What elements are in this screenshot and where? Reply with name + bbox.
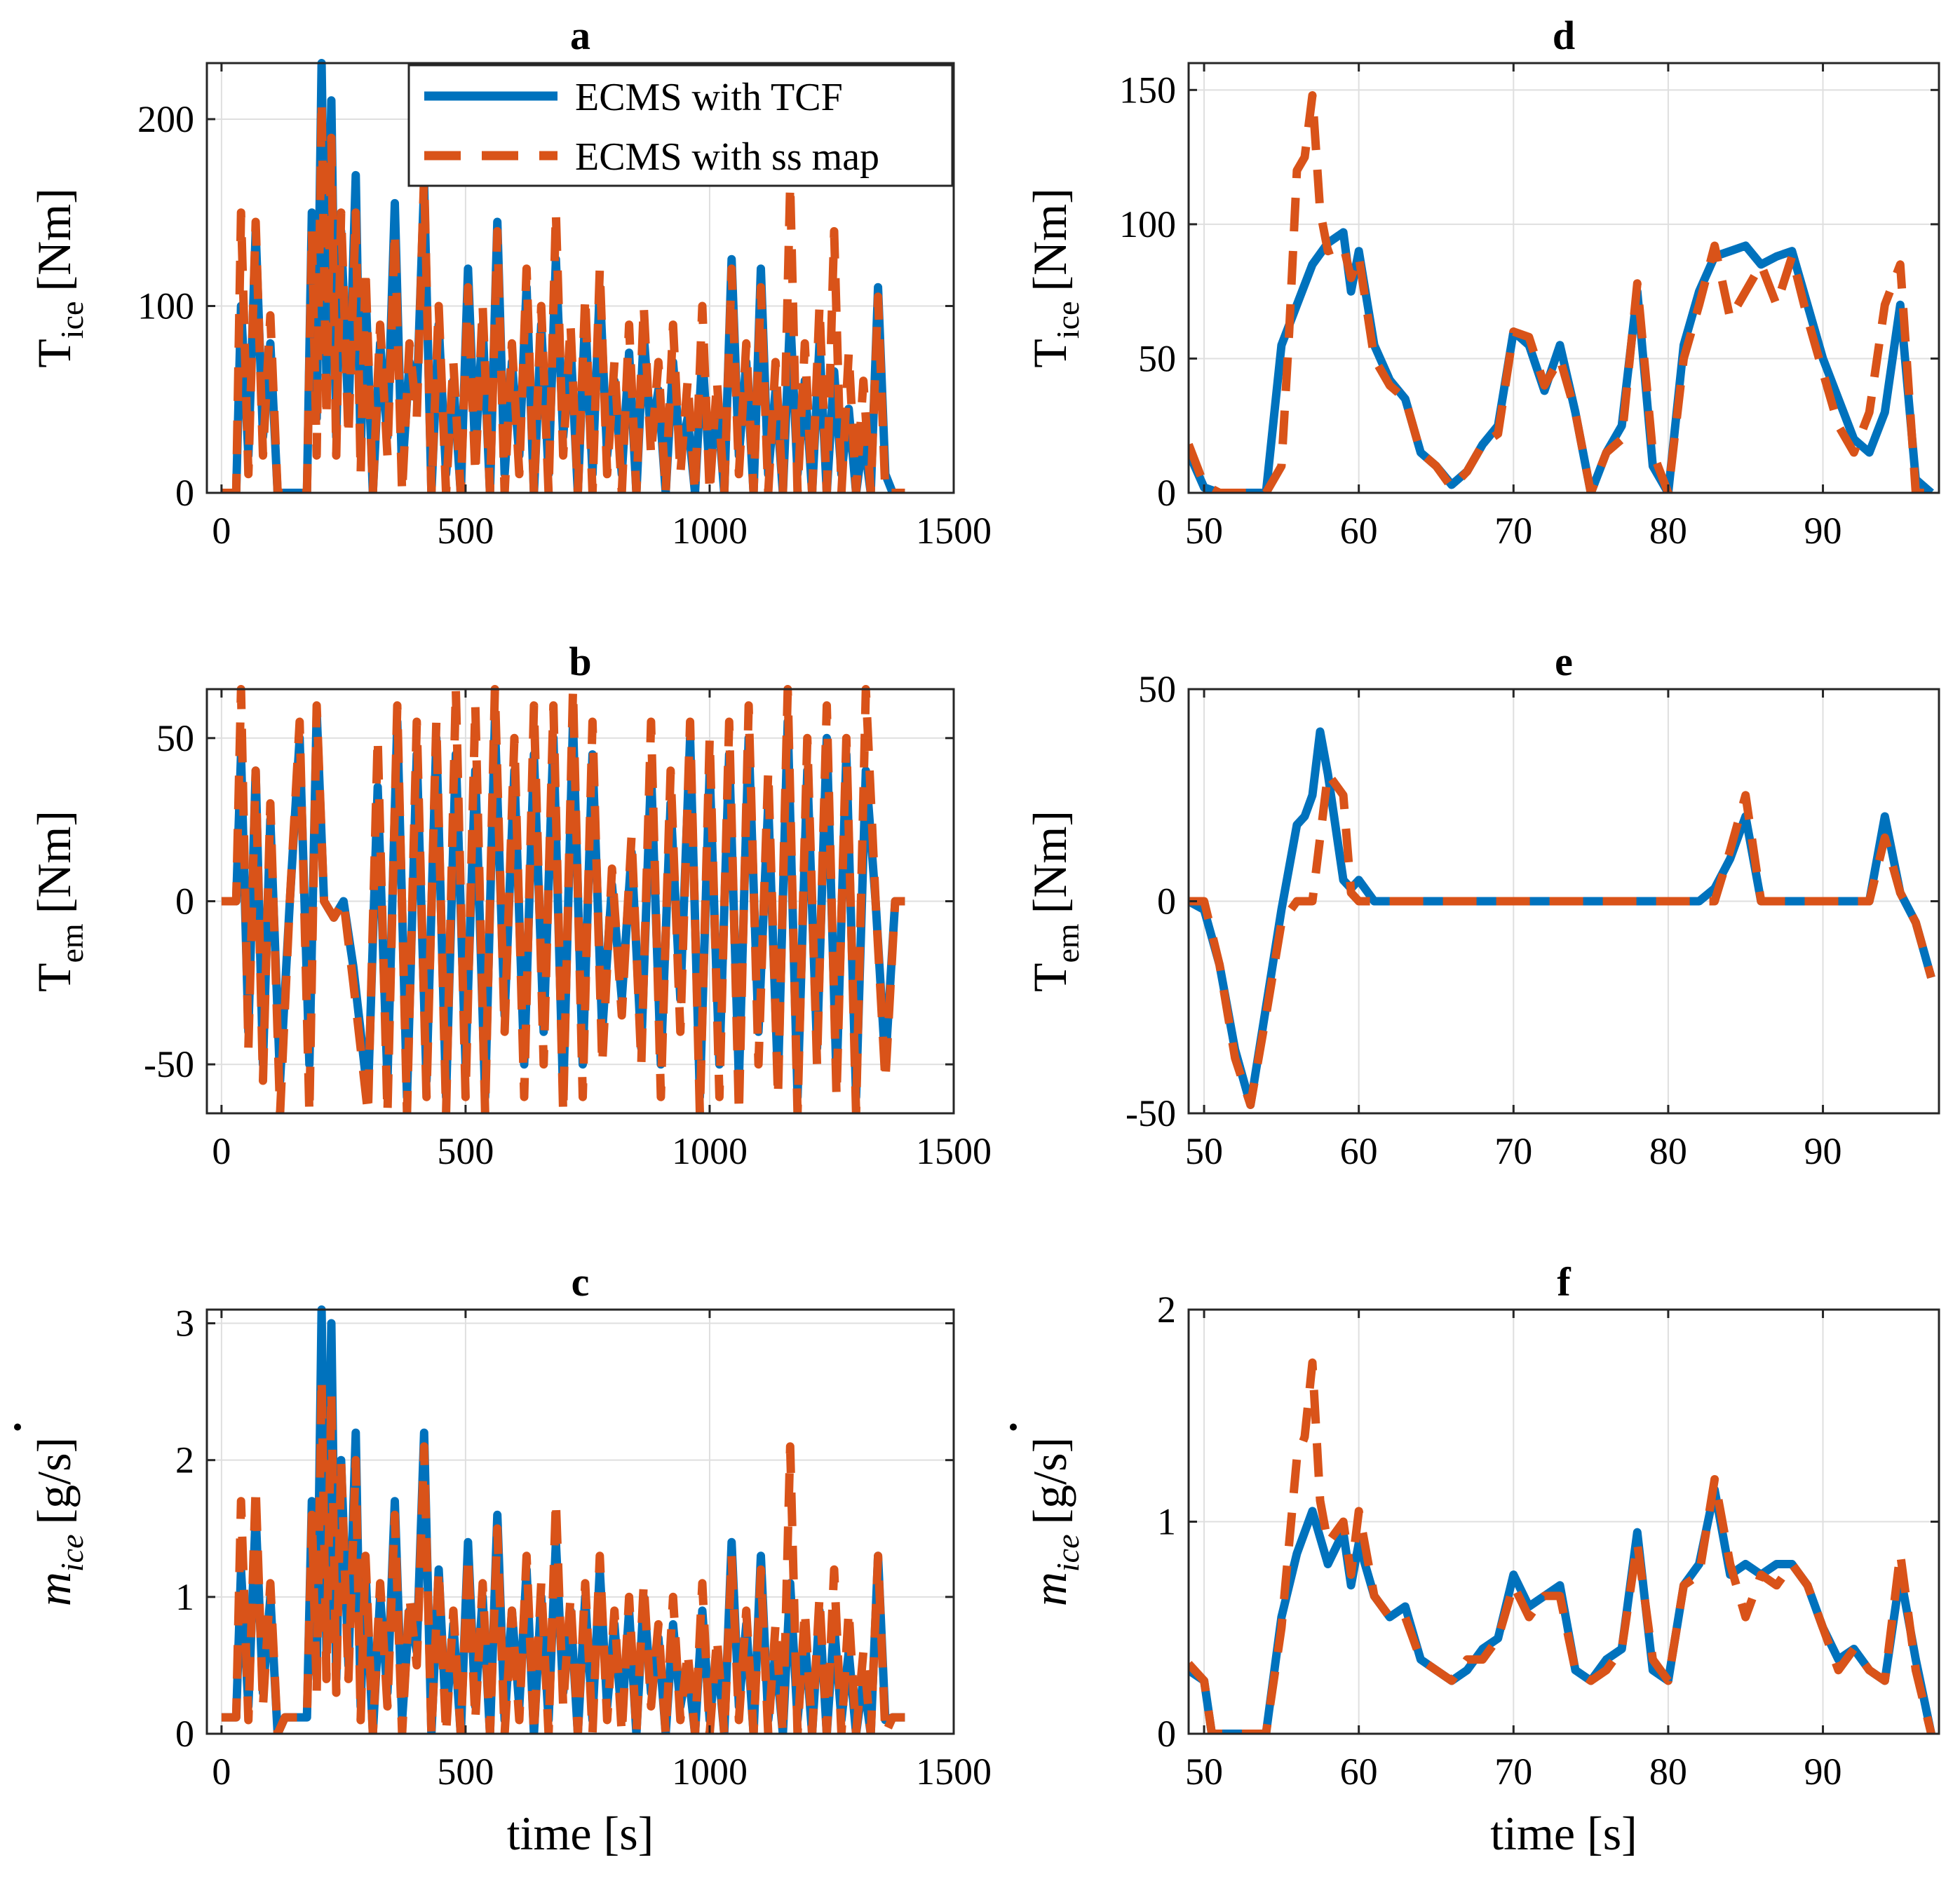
x-tick-label-1500: 1500 xyxy=(916,1751,992,1793)
x-tick-label-90: 90 xyxy=(1804,510,1842,552)
y-tick-label-1: 1 xyxy=(175,1576,194,1618)
x-tick-label-80: 80 xyxy=(1649,1130,1687,1172)
x-tick-label-60: 60 xyxy=(1340,1130,1378,1172)
panel-f: 50 60 70 80 90 0 1 2 f mice[g/s] time [s] xyxy=(1010,1259,1940,1860)
series-line-ss-map-a xyxy=(221,96,905,493)
y-axis-label-f: mice[g/s] xyxy=(1023,1437,1086,1606)
legend-ss-label: ECMS with ss map xyxy=(575,135,879,179)
x-tick-label-0: 0 xyxy=(212,1130,231,1172)
y-axis-label-b: Tem[Nm] xyxy=(27,810,90,992)
x-tick-label-1000: 1000 xyxy=(672,510,748,552)
series-line-ss-map-c xyxy=(221,1373,905,1734)
x-tick-label-70: 70 xyxy=(1494,510,1532,552)
y-tick-label-100: 100 xyxy=(1119,203,1176,245)
y-axis-label-e: Tem[Nm] xyxy=(1023,810,1086,992)
x-tick-label-500: 500 xyxy=(437,510,494,552)
x-tick-label-500: 500 xyxy=(437,1130,494,1172)
y-tick-label--50: -50 xyxy=(1126,1092,1176,1134)
axes-box-c xyxy=(205,1308,955,1735)
y-tick-label-200: 200 xyxy=(137,98,194,140)
panel-c: 0 500 1000 1500 0 1 2 3 c mice[g/s] time [s] xyxy=(14,1259,992,1860)
x-tick-label-1500: 1500 xyxy=(916,1130,992,1172)
series-line-ss-map-b xyxy=(221,685,905,1113)
x-tick-label-1000: 1000 xyxy=(672,1751,748,1793)
x-tick-label-50: 50 xyxy=(1185,1751,1223,1793)
y-tick-label-50: 50 xyxy=(1138,337,1176,379)
y-axis-label-d: Tice[Nm] xyxy=(1023,188,1086,367)
x-tick-label-60: 60 xyxy=(1340,1751,1378,1793)
series-line-ss-map-e xyxy=(1189,770,1935,1109)
panel-title-a: a xyxy=(570,13,590,58)
axes-box-a xyxy=(205,62,955,494)
y-tick-label--50: -50 xyxy=(144,1043,194,1085)
x-tick-label-70: 70 xyxy=(1494,1751,1532,1793)
x-tick-label-70: 70 xyxy=(1494,1130,1532,1172)
series-line-ss-map-d xyxy=(1189,91,1931,493)
y-tick-label-0: 0 xyxy=(1157,881,1176,923)
y-axis-label-a: Tice[Nm] xyxy=(27,188,90,367)
y-tick-label-50: 50 xyxy=(1138,668,1176,710)
panel-title-b: b xyxy=(569,639,591,684)
x-tick-label-80: 80 xyxy=(1649,1751,1687,1793)
y-tick-label-0: 0 xyxy=(175,881,194,923)
y-tick-label-0: 0 xyxy=(1157,1713,1176,1755)
panel-title-e: e xyxy=(1555,639,1573,684)
legend-tcf-label: ECMS with TCF xyxy=(575,76,843,119)
axes-box-d xyxy=(1187,62,1940,494)
y-tick-label-0: 0 xyxy=(1157,472,1176,514)
y-axis-label-c: mice[g/s] xyxy=(27,1437,90,1606)
series-line-ss-map-f xyxy=(1189,1358,1935,1734)
panel-b: 0 500 1000 1500 -50 0 50 b Tem[Nm] xyxy=(27,639,992,1172)
y-tick-label-150: 150 xyxy=(1119,69,1176,111)
y-tick-label-0: 0 xyxy=(175,1713,194,1755)
x-tick-label-90: 90 xyxy=(1804,1130,1842,1172)
y-tick-label-3: 3 xyxy=(175,1303,194,1345)
y-tick-label-2: 2 xyxy=(175,1439,194,1481)
x-tick-label-60: 60 xyxy=(1340,510,1378,552)
panel-title-f: f xyxy=(1557,1259,1571,1305)
x-tick-label-90: 90 xyxy=(1804,1751,1842,1793)
x-tick-label-80: 80 xyxy=(1649,510,1687,552)
x-axis-label-f: time [s] xyxy=(1490,1807,1637,1860)
panel-title-d: d xyxy=(1553,13,1575,58)
x-tick-label-0: 0 xyxy=(212,510,231,552)
panel-a: 0 500 1000 1500 0 100 200 a Tice[Nm] xyxy=(27,13,992,552)
panel-e: 50 60 70 80 90 -50 0 50 e Tem[Nm] xyxy=(1023,639,1940,1172)
y-tick-label-50: 50 xyxy=(156,717,194,759)
mdot-dot-c xyxy=(14,1423,21,1431)
y-tick-label-0: 0 xyxy=(175,472,194,514)
x-tick-label-50: 50 xyxy=(1185,510,1223,552)
legend: ECMS with TCF ECMS with ss map xyxy=(407,64,954,187)
x-tick-label-50: 50 xyxy=(1185,1130,1223,1172)
x-tick-label-0: 0 xyxy=(212,1751,231,1793)
x-tick-label-1000: 1000 xyxy=(672,1130,748,1172)
x-axis-label-c: time [s] xyxy=(507,1807,654,1860)
y-tick-label-2: 2 xyxy=(1157,1289,1176,1331)
panel-title-c: c xyxy=(572,1259,590,1305)
y-tick-label-1: 1 xyxy=(1157,1501,1176,1543)
mdot-dot-f xyxy=(1010,1423,1017,1431)
x-tick-label-1500: 1500 xyxy=(916,510,992,552)
y-tick-label-100: 100 xyxy=(137,285,194,327)
x-tick-label-500: 500 xyxy=(437,1751,494,1793)
